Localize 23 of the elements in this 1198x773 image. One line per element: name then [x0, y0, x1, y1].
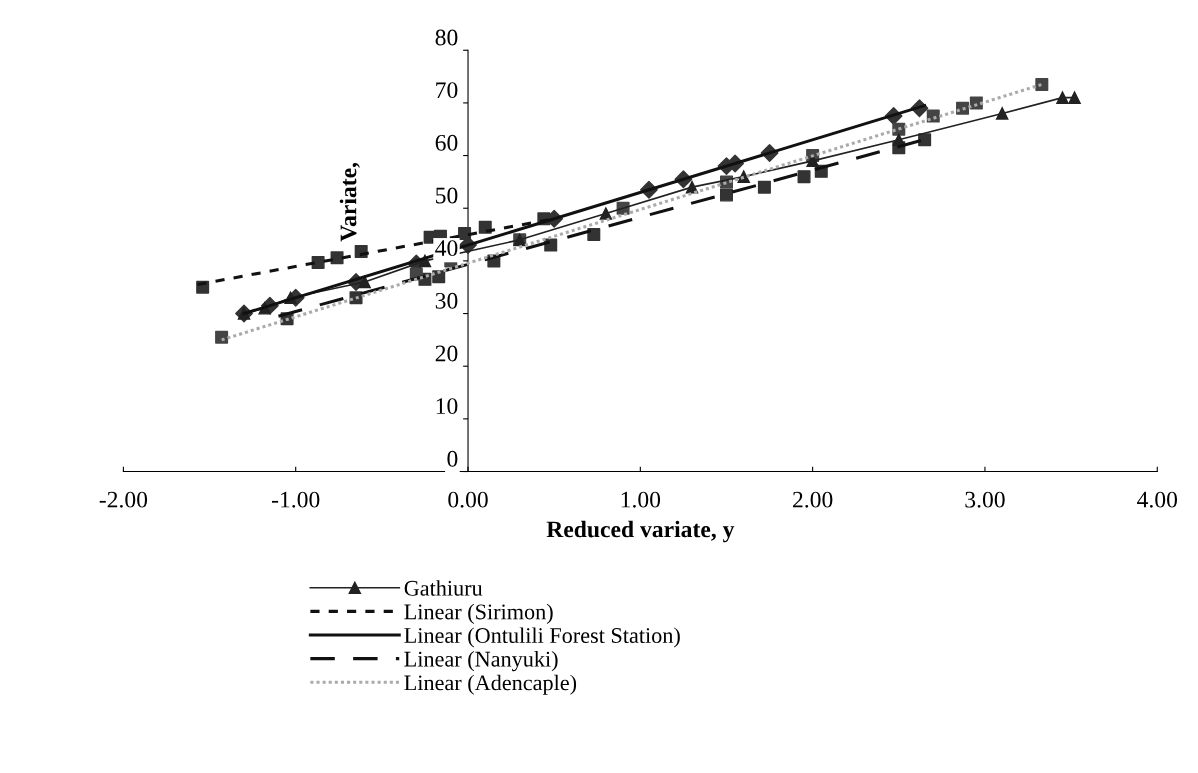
y-tick-label: 50 — [436, 187, 458, 204]
legend-label: Linear (Nanyuki) — [404, 651, 558, 672]
legend-label: Gathiuru — [404, 580, 483, 596]
x-tick-label: -1.00 — [271, 491, 320, 508]
y-tick-label: 30 — [435, 292, 458, 309]
y-tick-label: 20 — [435, 345, 458, 362]
x-tick-label: 3.00 — [965, 491, 1005, 508]
y-tick-label: 0 — [447, 450, 458, 467]
y-tick-label: 80 — [435, 29, 458, 46]
y-tick-label: 70 — [436, 82, 458, 99]
x-tick-label: -2.00 — [99, 491, 148, 508]
x-tick-label: 2.00 — [793, 491, 833, 508]
x-tick-label: 4.00 — [1137, 491, 1178, 508]
x-tick-label: 1.00 — [621, 491, 661, 508]
y-axis-title: Variate, — [339, 162, 360, 242]
x-tick-label: 0.00 — [448, 491, 488, 508]
y-tick-label: 40 — [435, 240, 458, 257]
y-tick-label: 10 — [436, 398, 458, 415]
x-axis-title: Reduced variate, y — [546, 520, 735, 543]
y-tick-label: 60 — [435, 134, 458, 151]
legend-label: Linear (Sirimon) — [404, 603, 553, 624]
legend-label: Linear (Ontulili Forest Station) — [404, 627, 680, 648]
legend-label: Linear (Adencaple) — [404, 674, 577, 695]
